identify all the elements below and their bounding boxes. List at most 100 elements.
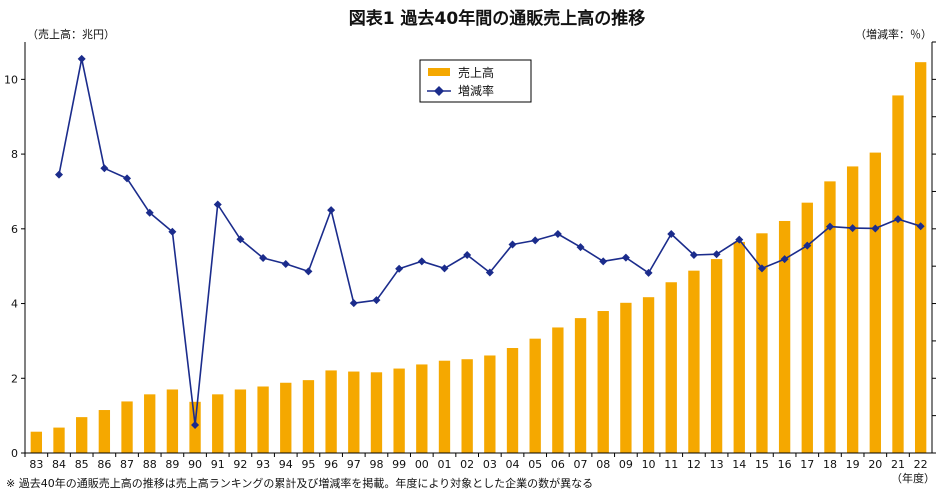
x-tick-label-85: 85 bbox=[75, 458, 89, 471]
growth-point-10 bbox=[644, 268, 653, 277]
growth-point-96 bbox=[327, 206, 336, 215]
bar-sales-19 bbox=[846, 166, 859, 454]
growth-point-02 bbox=[463, 250, 472, 259]
y-tick-label-3: 6 bbox=[11, 223, 18, 236]
y-tick-label-4: 8 bbox=[11, 148, 18, 161]
bar-sales-88 bbox=[144, 394, 156, 453]
bar-sales-20 bbox=[869, 152, 881, 453]
growth-point-87 bbox=[123, 174, 132, 183]
x-tick-label-13: 13 bbox=[710, 458, 724, 471]
growth-point-17 bbox=[803, 241, 812, 250]
bar-sales-86 bbox=[98, 410, 111, 453]
bar-sales-00 bbox=[416, 364, 428, 453]
bar-sales-97 bbox=[348, 371, 360, 453]
x-tick-label-10: 10 bbox=[642, 458, 656, 471]
growth-point-05 bbox=[531, 236, 540, 245]
growth-point-12 bbox=[689, 250, 698, 259]
x-tick-label-12: 12 bbox=[687, 458, 701, 471]
x-tick-label-90: 90 bbox=[188, 458, 202, 471]
x-tick-label-84: 84 bbox=[52, 458, 66, 471]
growth-point-90 bbox=[191, 420, 200, 429]
x-tick-label-08: 08 bbox=[596, 458, 610, 471]
growth-point-20 bbox=[871, 224, 880, 233]
bar-sales-04 bbox=[506, 348, 519, 453]
x-tick-label-01: 01 bbox=[437, 458, 451, 471]
growth-point-89 bbox=[168, 227, 177, 236]
bar-sales-07 bbox=[574, 318, 587, 453]
bar-sales-13 bbox=[710, 259, 723, 453]
x-tick-label-94: 94 bbox=[279, 458, 293, 471]
x-tick-label-89: 89 bbox=[165, 458, 179, 471]
growth-point-07 bbox=[576, 243, 585, 252]
growth-point-98 bbox=[372, 296, 381, 305]
x-tick-label-93: 93 bbox=[256, 458, 270, 471]
bar-sales-92 bbox=[234, 389, 247, 453]
x-tick-label-18: 18 bbox=[823, 458, 837, 471]
y-tick-label-0: 0 bbox=[11, 447, 18, 460]
x-tick-label-21: 21 bbox=[891, 458, 905, 471]
bar-sales-18 bbox=[824, 181, 836, 453]
bar-sales-93 bbox=[257, 386, 269, 453]
legend-swatch-sales bbox=[428, 68, 450, 76]
x-tick-label-87: 87 bbox=[120, 458, 134, 471]
legend: 売上高 増減率 bbox=[419, 59, 532, 103]
x-tick-label-88: 88 bbox=[143, 458, 157, 471]
bar-sales-17 bbox=[801, 202, 813, 453]
x-tick-label-96: 96 bbox=[324, 458, 338, 471]
growth-point-99 bbox=[395, 264, 404, 273]
x-tick-label-95: 95 bbox=[301, 458, 315, 471]
growth-point-04 bbox=[508, 240, 517, 249]
y-tick-label-5: 10 bbox=[4, 73, 18, 86]
bar-sales-12 bbox=[688, 270, 700, 453]
growth-point-11 bbox=[667, 230, 676, 239]
growth-point-92 bbox=[236, 235, 245, 244]
legend-swatch-growth-marker bbox=[434, 86, 444, 96]
growth-point-00 bbox=[417, 257, 426, 266]
bar-sales-10 bbox=[642, 297, 655, 453]
growth-point-93 bbox=[259, 253, 268, 262]
bar-sales-91 bbox=[212, 394, 224, 453]
bar-sales-21 bbox=[892, 95, 904, 454]
x-tick-label-04: 04 bbox=[506, 458, 520, 471]
bar-sales-83 bbox=[30, 431, 43, 453]
growth-point-06 bbox=[553, 230, 562, 239]
growth-point-91 bbox=[213, 200, 222, 209]
bar-sales-14 bbox=[733, 241, 745, 453]
line-series-growth bbox=[55, 54, 925, 429]
x-tick-label-98: 98 bbox=[369, 458, 383, 471]
bar-sales-22 bbox=[914, 62, 927, 454]
growth-point-86 bbox=[100, 164, 109, 173]
growth-point-21 bbox=[893, 215, 902, 224]
x-tick-label-17: 17 bbox=[800, 458, 814, 471]
legend-label-sales: 売上高 bbox=[458, 65, 494, 80]
growth-point-13 bbox=[712, 250, 721, 259]
growth-point-88 bbox=[145, 208, 154, 217]
growth-point-97 bbox=[349, 299, 358, 308]
x-tick-label-02: 02 bbox=[460, 458, 474, 471]
axes bbox=[24, 42, 933, 454]
x-tick-label-16: 16 bbox=[778, 458, 792, 471]
x-tick-label-11: 11 bbox=[664, 458, 678, 471]
y-tick-label-2: 4 bbox=[11, 298, 18, 311]
bar-sales-94 bbox=[280, 382, 292, 453]
bar-sales-06 bbox=[552, 327, 564, 453]
growth-point-08 bbox=[599, 257, 608, 266]
growth-point-15 bbox=[757, 264, 766, 273]
legend-label-growth: 増減率 bbox=[458, 83, 494, 98]
bar-series-sales bbox=[30, 62, 927, 454]
x-tick-label-20: 20 bbox=[868, 458, 882, 471]
x-tick-label-97: 97 bbox=[347, 458, 361, 471]
x-axis-unit-label: （年度） bbox=[891, 471, 935, 485]
growth-point-03 bbox=[485, 268, 494, 277]
x-tick-label-92: 92 bbox=[233, 458, 247, 471]
bar-sales-09 bbox=[620, 302, 632, 453]
left-axis-unit-label: （売上高：兆円） bbox=[27, 27, 115, 41]
growth-point-19 bbox=[848, 224, 857, 233]
y-axis-ticks: 0 2 4 6 8 10 bbox=[4, 41, 936, 460]
bar-sales-16 bbox=[778, 220, 791, 453]
growth-point-18 bbox=[825, 222, 834, 231]
growth-point-22 bbox=[916, 222, 925, 231]
bar-sales-84 bbox=[53, 427, 65, 453]
bar-sales-87 bbox=[121, 401, 133, 453]
